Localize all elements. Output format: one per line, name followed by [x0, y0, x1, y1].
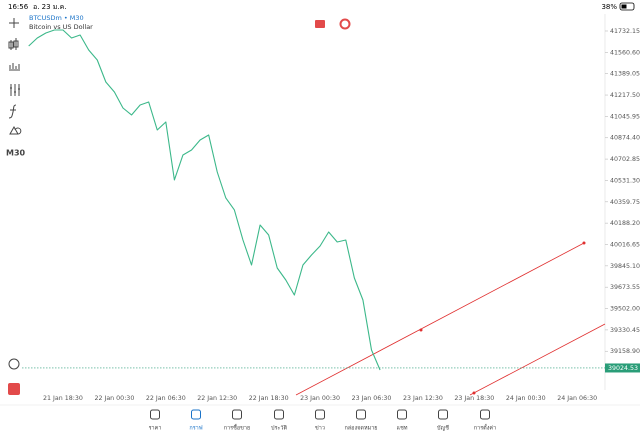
trend-line[interactable] [469, 323, 606, 396]
current-price-box [605, 363, 640, 373]
crosshair-tool[interactable] [9, 18, 19, 28]
trend-line[interactable] [295, 242, 585, 396]
y-tick-label: 40188.20 [610, 220, 640, 227]
volume-tool[interactable] [9, 63, 20, 71]
left-toolbar [8, 18, 22, 370]
price-line [28, 29, 381, 371]
tab-label[interactable]: ราคา [149, 426, 162, 432]
tab-label[interactable]: กล่องจดหมาย [344, 426, 377, 432]
y-tick-label: 41217.50 [610, 92, 640, 99]
y-tick-label: 41560.60 [610, 49, 640, 56]
battery-icon [619, 2, 635, 11]
tab-icon[interactable] [274, 409, 284, 420]
trend-anchor[interactable] [419, 328, 423, 332]
tab-icon[interactable] [397, 409, 407, 420]
tab-icon[interactable] [315, 409, 325, 420]
status-date: อ. 23 ม.ค. [33, 3, 67, 11]
tab-label[interactable]: การตั้งค่า [474, 424, 496, 432]
quick-trade-tool[interactable] [8, 358, 20, 370]
tab-label[interactable]: บัญชี [437, 425, 449, 432]
x-tick-label: 22 Jan 00:30 [94, 395, 134, 402]
symbol-description: Bitcoin vs US Dollar [29, 23, 93, 31]
y-tick-label: 41389.05 [610, 71, 640, 78]
x-tick-label: 22 Jan 12:30 [197, 395, 237, 402]
symbol-name[interactable]: BTCUSDm • M30 [29, 14, 84, 22]
x-tick-label: 22 Jan 18:30 [249, 395, 289, 402]
objects-tool[interactable] [9, 125, 22, 135]
chart-type-tool[interactable] [8, 38, 19, 50]
indicators-tool[interactable] [8, 104, 17, 119]
tab-icon[interactable] [480, 409, 490, 420]
trend-anchor[interactable] [582, 241, 586, 245]
y-tick-label: 39502.00 [610, 306, 640, 313]
status-time: 16:56 [8, 3, 29, 11]
tab-icon[interactable] [150, 409, 160, 420]
timeframe[interactable]: M30 [6, 149, 26, 158]
tab-label[interactable]: กราฟ [189, 425, 202, 432]
tab-icon[interactable] [191, 409, 201, 420]
tab-icon[interactable] [438, 409, 448, 420]
tab-label[interactable]: แชท [397, 425, 408, 432]
y-tick-label: 39158.90 [610, 348, 640, 355]
status-battery: 38% [601, 3, 617, 11]
y-tick-label: 39845.10 [610, 263, 640, 270]
y-tick-label: 39330.45 [610, 327, 640, 334]
trend-anchor[interactable] [472, 391, 476, 395]
x-tick-label: 23 Jan 12:30 [403, 395, 443, 402]
x-tick-label: 23 Jan 00:30 [300, 395, 340, 402]
x-tick-label: 22 Jan 06:30 [146, 395, 186, 402]
y-tick-label: 40016.65 [610, 241, 640, 248]
trade-button[interactable] [315, 20, 325, 28]
y-tick-label: 40531.30 [610, 177, 640, 184]
y-tick-label: 40874.40 [610, 135, 640, 142]
y-tick-label: 41045.95 [610, 113, 640, 120]
x-tick-label: 23 Jan 06:30 [352, 395, 392, 402]
app-icon[interactable] [8, 383, 20, 395]
tab-icon[interactable] [232, 409, 242, 420]
settings-tool[interactable] [10, 84, 20, 96]
x-tick-label: 23 Jan 18:30 [454, 395, 494, 402]
y-tick-label: 39673.55 [610, 284, 640, 291]
chart: 41732.15 41560.60 41389.05 41217.50 41045.95… [22, 28, 640, 402]
tab-label[interactable]: ประวัติ [271, 425, 287, 432]
y-tick-label: 41732.15 [610, 28, 640, 35]
battery-level [621, 4, 627, 9]
x-tick-label: 24 Jan 06:30 [557, 395, 597, 402]
y-tick-label: 40359.75 [610, 199, 640, 206]
current-price-label: 39024.53 [608, 365, 638, 372]
tab-icon[interactable] [356, 409, 366, 420]
tab-label[interactable]: การซื้อขาย [224, 424, 250, 432]
x-tick-label: 24 Jan 00:30 [506, 395, 546, 402]
x-tick-label: 21 Jan 18:30 [43, 395, 83, 402]
indicator-button[interactable] [339, 18, 351, 30]
tab-label[interactable]: ข่าว [315, 426, 325, 432]
tab-bar: ราคา กราฟ การซื้อขาย ประวัติ ข่าว กล่องจดหมาย… [149, 409, 496, 432]
y-tick-label: 40702.85 [610, 156, 640, 163]
